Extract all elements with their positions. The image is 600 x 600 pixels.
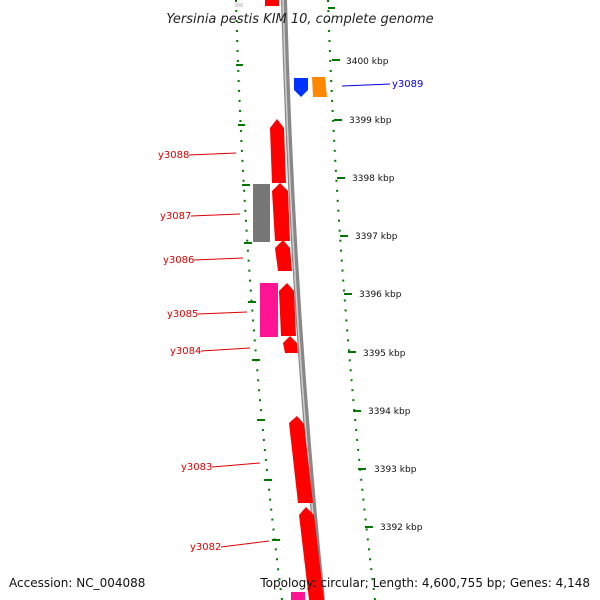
gene-label-y3082[interactable]: y3082: [190, 542, 221, 553]
gene-label-y3084[interactable]: y3084: [170, 346, 201, 357]
gene-label-y3083[interactable]: y3083: [181, 462, 212, 473]
gene-y3083-arrow[interactable]: [289, 416, 313, 503]
inner-tick-marks: [236, 64, 280, 541]
partial-feature-bottom-pink[interactable]: [291, 592, 305, 600]
gene-y3088-arrow[interactable]: [270, 119, 286, 183]
tick-label: 3394 kbp: [368, 407, 411, 417]
tick-label: 3393 kbp: [374, 465, 417, 475]
tick-label: 3399 kbp: [349, 116, 392, 126]
accession-text: Accession: NC_004088: [9, 576, 145, 590]
leader-y3089: [341, 83, 391, 87]
gene-y3086-arrow[interactable]: [275, 240, 292, 271]
tick-labels: 3400 kbp 3399 kbp 3398 kbp 3397 kbp 3396…: [346, 57, 423, 533]
tick-label: 3395 kbp: [363, 349, 406, 359]
gene-label-y3087[interactable]: y3087: [160, 211, 191, 222]
genome-summary-text: Topology: circular; Length: 4,600,755 bp…: [259, 576, 590, 590]
gene-pink-feature[interactable]: [260, 283, 278, 337]
gene-y3085-arrow[interactable]: [279, 283, 296, 336]
gene-label-y3088[interactable]: y3088: [158, 150, 189, 161]
gene-label-y3086[interactable]: y3086: [163, 255, 194, 266]
gene-y3089-arrow[interactable]: [294, 78, 308, 97]
tick-label: 3397 kbp: [355, 232, 398, 242]
inner-dotted-track: [235, 0, 283, 600]
gene-gray-feature[interactable]: [253, 184, 270, 242]
tick-label: 3400 kbp: [346, 57, 389, 67]
gene-label-y3085[interactable]: y3085: [167, 309, 198, 320]
tick-label: 3396 kbp: [359, 290, 402, 300]
outer-dotted-track: [327, 0, 376, 600]
gene-orange-feature[interactable]: [312, 77, 327, 97]
map-title: Yersinia pestis KIM 10, complete genome: [166, 12, 433, 27]
gene-label-y3089[interactable]: y3089: [392, 79, 423, 90]
gene-y3082-arrow[interactable]: [299, 507, 324, 600]
gene-leader-lines: [188, 152, 270, 548]
gene-y3087-arrow[interactable]: [272, 183, 290, 241]
partial-feature-top[interactable]: [265, 0, 279, 6]
partial-feature-top-light: [235, 3, 243, 7]
outer-tick-marks: [328, 7, 373, 528]
tick-label: 3398 kbp: [352, 174, 395, 184]
gene-y3084-arrow[interactable]: [283, 336, 298, 353]
tick-label: 3392 kbp: [380, 523, 423, 533]
